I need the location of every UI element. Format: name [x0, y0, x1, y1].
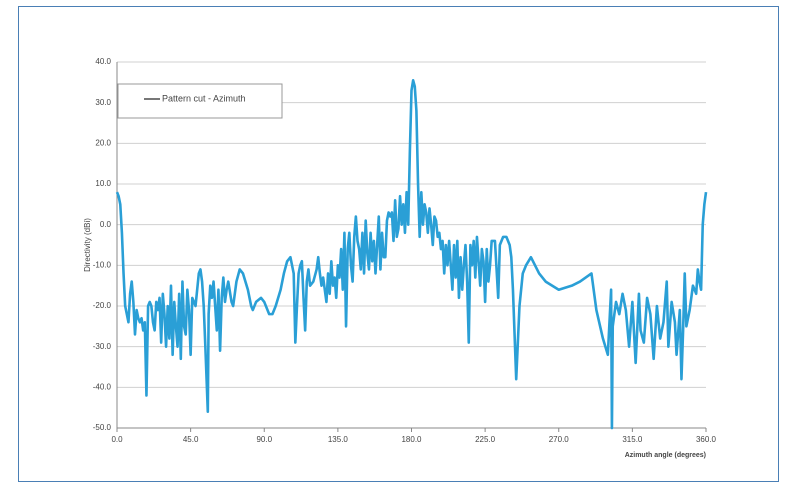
legend-box: [117, 83, 283, 119]
x-tick-label: 90.0: [256, 435, 272, 444]
y-tick-label: 30.0: [95, 98, 111, 107]
x-tick-label: 360.0: [696, 435, 717, 444]
x-tick-label: 225.0: [475, 435, 496, 444]
y-tick-label: 0.0: [100, 220, 112, 229]
legend-label: Pattern cut - Azimuth: [162, 93, 246, 103]
y-tick-label: -50.0: [93, 423, 112, 432]
x-tick-label: 0.0: [111, 435, 123, 444]
y-tick-label: -40.0: [93, 382, 112, 391]
y-axis-label: Directivity (dBi): [83, 218, 92, 272]
x-tick-label: 270.0: [549, 435, 570, 444]
x-axis-label: Azimuth angle (degrees): [625, 452, 706, 459]
y-tick-label: -30.0: [93, 342, 112, 351]
y-tick-label: 20.0: [95, 138, 111, 147]
x-tick-label: 135.0: [328, 435, 349, 444]
data-line: [115, 79, 708, 430]
y-tick-label: 40.0: [95, 57, 111, 66]
y-tick-label: -20.0: [93, 301, 112, 310]
y-tick-label: 10.0: [95, 179, 111, 188]
x-tick-label: 180.0: [401, 435, 422, 444]
x-tick-label: 315.0: [622, 435, 643, 444]
y-tick-label: -10.0: [93, 260, 112, 269]
frame: [18, 6, 779, 482]
x-tick-label: 45.0: [183, 435, 199, 444]
